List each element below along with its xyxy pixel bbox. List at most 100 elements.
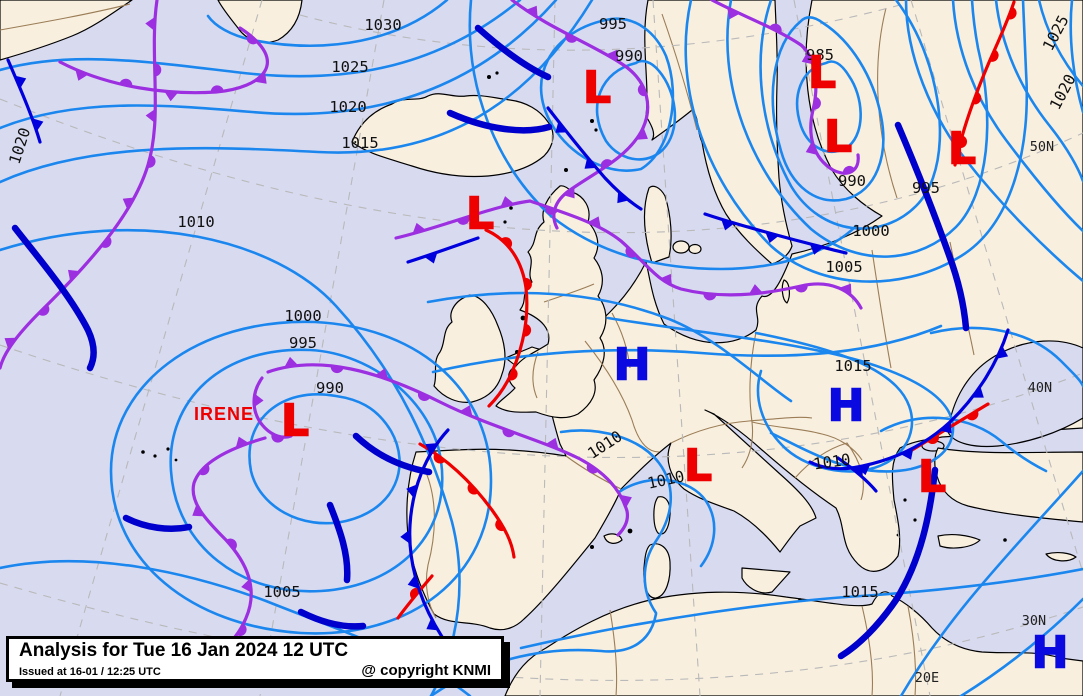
front-symbol xyxy=(1007,6,1017,20)
front-symbol xyxy=(100,236,112,248)
front-symbol xyxy=(32,118,44,132)
front-symbol xyxy=(407,575,419,589)
front-symbol xyxy=(68,269,80,282)
front-symbol xyxy=(502,428,516,438)
front-symbol xyxy=(500,196,515,208)
front-warm xyxy=(484,228,529,408)
front-symbol xyxy=(330,365,344,374)
landmass-ireland xyxy=(433,294,506,403)
front-symbol xyxy=(966,410,979,421)
pressure-center-l: L xyxy=(281,396,309,447)
front-symbol xyxy=(703,293,717,301)
island-funen xyxy=(688,243,702,255)
isobar-line xyxy=(426,291,793,403)
front-symbol xyxy=(801,51,814,65)
front-occluded xyxy=(710,0,860,175)
isobar-line xyxy=(0,0,522,78)
front-symbol xyxy=(940,421,952,434)
front-trough xyxy=(474,24,552,81)
front-symbol xyxy=(545,206,558,215)
front-symbol xyxy=(972,386,984,398)
isobar-label: 995 xyxy=(599,15,627,33)
front-cold xyxy=(406,236,480,264)
front-symbol xyxy=(425,443,438,456)
front-symbol xyxy=(813,96,821,110)
pressure-center-h: H xyxy=(1032,628,1069,679)
front-symbol xyxy=(75,69,89,81)
graticule-label: 30N xyxy=(1022,613,1046,629)
front-symbol xyxy=(154,63,162,77)
graticule-label: 20E xyxy=(915,670,939,686)
isobar-label: 990 xyxy=(316,379,344,397)
isobar-line xyxy=(684,0,1028,283)
island-sicily xyxy=(741,567,791,594)
front-symbol xyxy=(989,49,999,62)
front-symbol xyxy=(417,391,431,401)
pressure-center-l: L xyxy=(808,48,836,99)
isobar-line xyxy=(109,320,493,635)
front-layer xyxy=(0,0,1017,675)
front-symbol xyxy=(119,78,133,87)
isobar-line xyxy=(595,59,677,161)
front-occluded xyxy=(252,376,293,439)
front-trough xyxy=(297,608,367,630)
front-symbol xyxy=(433,453,446,464)
front-symbol xyxy=(926,434,939,444)
front-occluded xyxy=(510,0,650,230)
front-symbol xyxy=(4,337,17,350)
isobar-label: 1010 xyxy=(812,450,851,473)
front-symbol xyxy=(255,72,267,84)
front-symbol xyxy=(524,277,532,291)
front-trough xyxy=(894,121,970,332)
storm-name-label: IRENE xyxy=(194,404,254,424)
issued-timestamp: Issued at 16-01 / 12:25 UTC xyxy=(19,666,161,678)
front-symbol xyxy=(972,91,982,105)
front-symbol xyxy=(637,83,647,97)
isobar-label: 1015 xyxy=(341,134,378,152)
island-cyprus xyxy=(1045,551,1077,562)
copyright-notice: @ copyright KNMI xyxy=(361,662,491,679)
isobar-line xyxy=(994,0,1083,183)
landmass xyxy=(0,0,133,61)
front-symbol xyxy=(523,323,532,337)
front-symbol xyxy=(38,304,50,316)
front-symbol xyxy=(284,356,299,368)
isobar-label: 990 xyxy=(838,172,866,190)
graticule-label: 50N xyxy=(1030,139,1054,155)
pressure-center-l: L xyxy=(918,452,946,503)
isobar-line xyxy=(1069,0,1083,114)
front-symbol xyxy=(424,252,438,264)
isobar-label: 1005 xyxy=(825,258,862,276)
front-symbol xyxy=(765,232,779,244)
isobar-line xyxy=(1037,0,1083,88)
pressure-center-l: L xyxy=(824,112,852,163)
isobar-line xyxy=(904,0,1083,283)
front-occluded xyxy=(266,363,630,537)
front-symbol xyxy=(769,23,782,34)
front-symbol xyxy=(525,5,538,18)
front-trough xyxy=(11,224,97,372)
landmass-britain xyxy=(495,185,607,419)
front-symbol xyxy=(727,7,740,20)
front-symbol xyxy=(145,108,156,123)
front-symbol xyxy=(235,436,249,449)
front-cold xyxy=(808,328,1010,471)
front-symbol xyxy=(226,538,237,551)
front-symbol xyxy=(459,405,473,417)
front-symbol xyxy=(412,222,426,234)
island-gotland xyxy=(781,279,790,304)
isobar-line xyxy=(795,60,862,154)
front-symbol xyxy=(241,578,252,593)
island-sardinia xyxy=(643,543,671,599)
front-symbol xyxy=(253,393,264,408)
front-occluded xyxy=(0,0,159,370)
front-symbol xyxy=(145,16,156,31)
landmass-denmark xyxy=(643,185,672,264)
isobar-line xyxy=(899,469,1083,696)
front-symbol xyxy=(122,197,135,210)
isobar-label: 995 xyxy=(289,334,317,352)
front-symbol xyxy=(620,494,632,508)
landmass-africa xyxy=(504,591,1083,696)
